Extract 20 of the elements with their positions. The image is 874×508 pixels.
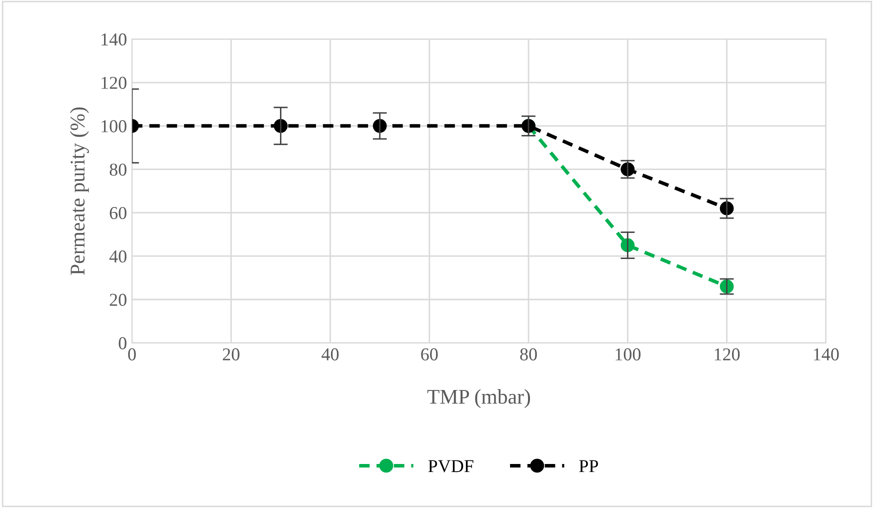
y-tick-label: 0 <box>118 337 126 350</box>
y-tick-label: 80 <box>110 164 126 176</box>
x-tick-label: 60 <box>421 348 438 360</box>
x-tick-label: 120 <box>714 348 740 360</box>
x-tick-label: 100 <box>616 348 641 360</box>
y-tick-label: 120 <box>102 76 126 89</box>
legend-label: PP <box>579 460 598 472</box>
x-tick-label: 80 <box>520 348 537 360</box>
y-tick-label: 100 <box>102 120 126 132</box>
x-tick-label: 140 <box>814 348 839 360</box>
x-axis-title: TMP (mbar) <box>427 389 530 408</box>
x-tick-label: 0 <box>128 348 136 360</box>
y-tick-label: 20 <box>110 294 126 306</box>
x-tick-label: 20 <box>222 348 240 360</box>
x-tick-label: 40 <box>322 348 339 360</box>
y-axis-title: Permeate purity (%) <box>70 107 89 275</box>
y-tick-label: 40 <box>109 250 126 263</box>
legend-label: PVDF <box>428 460 474 472</box>
y-tick-label: 140 <box>102 33 126 46</box>
y-tick-label: 60 <box>110 206 126 220</box>
